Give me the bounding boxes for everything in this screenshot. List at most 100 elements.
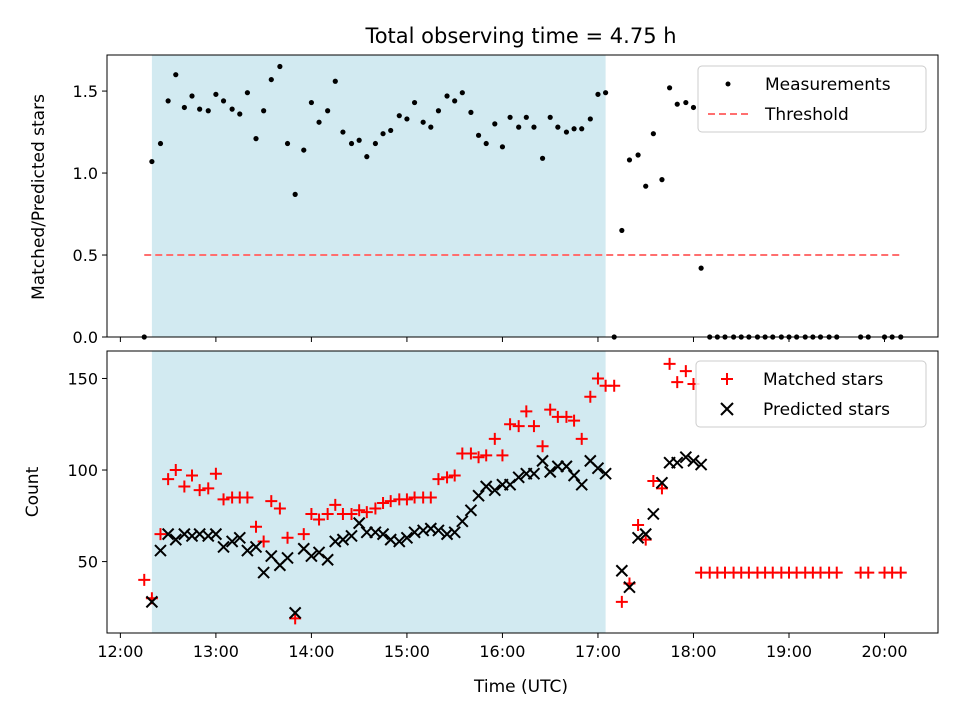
measurement-point bbox=[539, 155, 546, 161]
matched-point bbox=[568, 414, 581, 427]
measurement-point bbox=[475, 132, 482, 138]
predicted-point bbox=[536, 454, 549, 468]
measurement-point bbox=[308, 99, 315, 106]
matched-point bbox=[209, 467, 222, 480]
xtick-label: 14:00 bbox=[288, 642, 334, 661]
matched-point bbox=[345, 507, 358, 520]
predicted-point bbox=[543, 465, 557, 479]
matched-point bbox=[353, 504, 366, 517]
measurement-point bbox=[468, 109, 474, 115]
predicted-point bbox=[567, 469, 581, 482]
measurement-point bbox=[483, 140, 489, 147]
matched-point bbox=[472, 451, 485, 464]
matched-point bbox=[512, 420, 525, 433]
measurement-point bbox=[666, 85, 673, 91]
xtick-label: 15:00 bbox=[384, 642, 430, 661]
matched-point bbox=[488, 432, 501, 445]
measurement-point bbox=[372, 140, 379, 147]
matched-point bbox=[615, 595, 628, 608]
measurement-point bbox=[698, 265, 704, 271]
xtick-label: 18:00 bbox=[670, 642, 716, 661]
measurement-point bbox=[563, 129, 570, 135]
predicted-point bbox=[202, 529, 215, 543]
matched-point bbox=[647, 475, 660, 488]
measurement-point bbox=[531, 124, 537, 130]
measurement-point bbox=[555, 124, 561, 130]
matched-point bbox=[608, 379, 621, 392]
measurement-point bbox=[325, 108, 331, 114]
matched-point bbox=[504, 418, 517, 431]
matched-point bbox=[138, 573, 151, 586]
predicted-point bbox=[161, 527, 175, 541]
measurement-point bbox=[388, 127, 394, 134]
matched-point bbox=[894, 566, 907, 579]
measurement-point bbox=[516, 124, 522, 130]
predicted-point bbox=[694, 458, 708, 471]
measurement-point bbox=[428, 124, 434, 130]
predicted-point bbox=[257, 566, 270, 579]
measurement-point bbox=[396, 113, 402, 119]
predicted-point bbox=[560, 460, 573, 473]
predicted-point bbox=[575, 478, 588, 491]
bottom-legend-box bbox=[695, 360, 927, 428]
bottom-ytick-label: 50 bbox=[78, 553, 98, 572]
measurement-point bbox=[165, 98, 171, 104]
predicted-point bbox=[169, 533, 182, 546]
legend-matched-label: Matched stars bbox=[763, 370, 883, 390]
measurement-point bbox=[261, 108, 267, 114]
measurement-point bbox=[523, 114, 529, 120]
predicted-point bbox=[249, 540, 263, 554]
predicted-point bbox=[440, 527, 454, 541]
top-ytick-label: 0.0 bbox=[73, 328, 98, 347]
xtick-label: 16:00 bbox=[479, 642, 525, 661]
matched-point bbox=[384, 495, 397, 508]
legend-measurements-label: Measurements bbox=[765, 75, 891, 95]
measurement-point bbox=[635, 152, 641, 158]
matched-point bbox=[193, 484, 206, 497]
measurement-point bbox=[220, 98, 227, 104]
predicted-point bbox=[185, 529, 199, 543]
predicted-point bbox=[376, 527, 390, 541]
matched-point bbox=[448, 469, 461, 482]
matched-point bbox=[329, 498, 342, 511]
measurement-point bbox=[181, 104, 187, 111]
xtick-label: 13:00 bbox=[193, 642, 239, 661]
matched-point bbox=[178, 480, 191, 493]
matched-point bbox=[377, 496, 390, 509]
predicted-point bbox=[217, 540, 230, 554]
bottom-series-predicted-stars bbox=[145, 451, 708, 620]
matched-point bbox=[527, 420, 540, 433]
matched-point bbox=[632, 518, 645, 531]
matched-point bbox=[520, 405, 533, 418]
predicted-point bbox=[671, 456, 684, 469]
legend-predicted-marker bbox=[720, 402, 734, 416]
predicted-point bbox=[400, 531, 414, 544]
top-ytick-label: 1.5 bbox=[73, 82, 98, 101]
measurement-point bbox=[237, 111, 243, 117]
measurement-point bbox=[619, 227, 625, 234]
matched-point bbox=[671, 376, 684, 389]
matched-point bbox=[360, 506, 373, 519]
matched-point bbox=[313, 513, 326, 526]
measurement-point bbox=[189, 93, 195, 99]
bottom-ytick-label: 150 bbox=[67, 369, 98, 388]
matched-point bbox=[830, 566, 843, 579]
matched-point bbox=[584, 390, 597, 403]
top-legend-box bbox=[697, 65, 927, 133]
matched-point bbox=[536, 440, 549, 453]
measurement-point bbox=[411, 99, 418, 106]
predicted-point bbox=[305, 549, 318, 563]
measurement-point bbox=[268, 76, 274, 83]
predicted-point bbox=[393, 535, 406, 548]
xtick-label: 20:00 bbox=[861, 642, 907, 661]
top-ylabel: Matched/Predicted stars bbox=[29, 94, 49, 300]
matched-point bbox=[400, 493, 413, 506]
measurement-point bbox=[690, 104, 697, 111]
measurement-point bbox=[626, 157, 633, 163]
measurement-point bbox=[650, 131, 656, 137]
predicted-point bbox=[472, 489, 485, 502]
matched-point bbox=[862, 566, 875, 579]
predicted-point bbox=[154, 544, 167, 557]
measurement-point bbox=[499, 144, 506, 150]
